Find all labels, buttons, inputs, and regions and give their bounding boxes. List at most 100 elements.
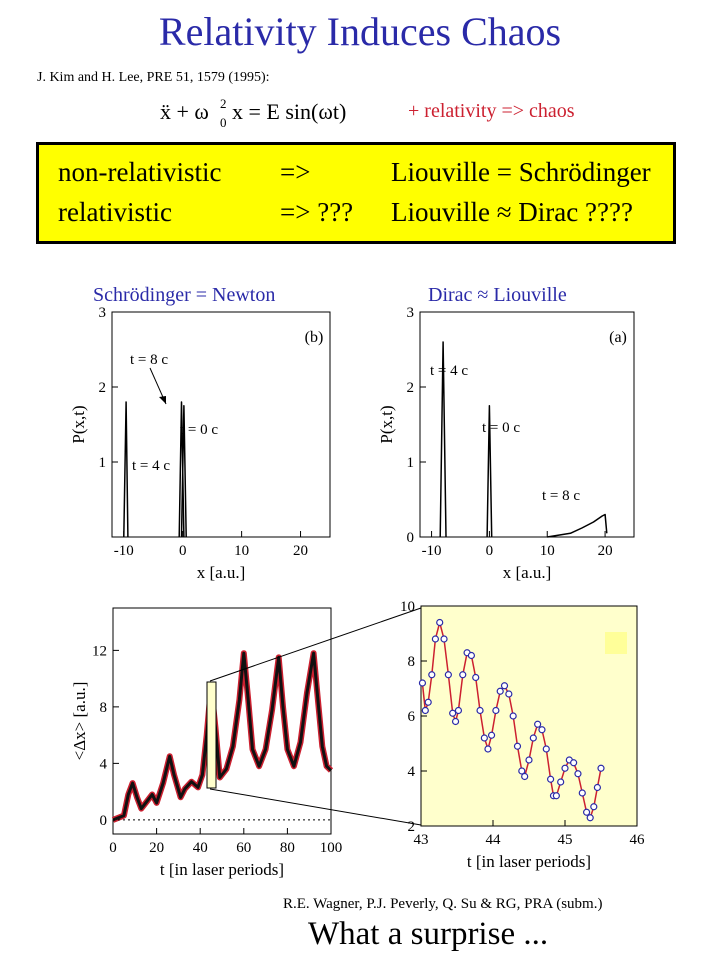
data-point — [444, 671, 452, 679]
x-tick-label: 46 — [630, 832, 646, 848]
data-point — [449, 709, 457, 717]
row-statement: Liouville = Schrödinger — [391, 157, 651, 187]
x-axis-label: t [in laser periods] — [160, 860, 284, 879]
curve-annotation: t = 0 c — [482, 420, 520, 436]
plot-frame — [112, 607, 332, 835]
zoom-connector — [209, 788, 422, 826]
data-point — [521, 772, 529, 781]
equation: ẍ + ω 2 0 x = E sin(ωt) — [160, 96, 346, 130]
series-line — [178, 401, 185, 538]
panel-label-left: Schrödinger = Newton — [93, 284, 276, 306]
row-label: non-relativistic — [58, 157, 222, 187]
x-tick-label: 20 — [598, 543, 613, 559]
data-point — [480, 734, 488, 742]
y-tick-label: 4 — [408, 764, 416, 780]
y-tick-label: 0 — [100, 813, 108, 829]
comparison-row-nonrel: non-relativistic => Liouville = Schrödin… — [58, 157, 651, 188]
row-statement: Liouville ≈ Dirac ???? — [391, 197, 633, 227]
data-point — [593, 783, 602, 792]
svg-text:ẍ + ω: ẍ + ω — [160, 99, 209, 124]
panel-label-right: Dirac ≈ Liouville — [428, 284, 567, 306]
data-point — [561, 764, 569, 772]
data-point — [590, 803, 598, 811]
y-axis-label: P(x,t) — [69, 405, 88, 443]
x-tick-label: 0 — [486, 543, 494, 559]
annotation-arrowhead — [159, 396, 166, 404]
data-point — [428, 671, 436, 679]
x-tick-label: -10 — [114, 543, 134, 559]
citation: J. Kim and H. Lee, PRE 51, 1579 (1995): — [37, 70, 270, 85]
row-arrow: => — [280, 157, 311, 187]
data-point — [525, 756, 533, 764]
data-point — [418, 679, 427, 687]
data-point — [534, 720, 542, 728]
x-tick-label: 80 — [280, 840, 295, 856]
data-point — [509, 712, 517, 720]
comparison-box: non-relativistic => Liouville = Schrödin… — [36, 142, 676, 244]
row-arrow: => ??? — [280, 197, 354, 227]
data-point — [500, 682, 509, 690]
svg-text:x = E sin(ωt): x = E sin(ωt) — [232, 99, 346, 124]
x-tick-label: 0 — [109, 840, 117, 856]
svg-text:0: 0 — [220, 115, 227, 130]
data-point — [421, 706, 429, 715]
x-tick-label: 45 — [558, 832, 573, 848]
series-line — [439, 341, 447, 538]
x-tick-label: -10 — [422, 543, 442, 559]
data-point — [542, 745, 550, 753]
curve-annotation: t = 8 c — [542, 488, 580, 504]
svg-text:2: 2 — [220, 96, 227, 111]
x-tick-label: 44 — [486, 832, 502, 848]
y-tick-label: 0 — [407, 530, 415, 546]
series-line — [547, 513, 608, 538]
y-tick-label: 4 — [100, 756, 108, 772]
x-tick-label: 10 — [234, 543, 249, 559]
x-axis-label: x [a.u.] — [197, 563, 246, 582]
comparison-row-rel: relativistic => ??? Liouville ≈ Dirac ??… — [58, 197, 633, 228]
x-axis-label: x [a.u.] — [503, 563, 552, 582]
data-point — [574, 770, 582, 778]
y-tick-label: 1 — [99, 455, 107, 471]
y-tick-label: 8 — [100, 700, 108, 716]
series-line — [123, 401, 129, 538]
plot-frame — [419, 311, 635, 538]
y-tick-label: 6 — [408, 709, 416, 725]
series-line — [180, 405, 187, 538]
data-point — [578, 789, 586, 797]
data-point — [582, 808, 591, 816]
data-point — [538, 726, 546, 734]
curve-annotation: t = 0 c — [180, 422, 218, 438]
data-point — [431, 635, 439, 643]
data-point — [436, 618, 444, 627]
y-tick-label: 2 — [407, 380, 415, 396]
plot-frame — [111, 311, 331, 538]
curve-annotation: t = 4 c — [132, 458, 170, 474]
data-point — [492, 706, 500, 715]
data-point — [454, 706, 463, 715]
slide-title: Relativity Induces Chaos — [158, 9, 562, 54]
y-tick-label: 1 — [407, 455, 415, 471]
data-point — [570, 759, 578, 767]
y-tick-label: 3 — [99, 305, 107, 321]
data-point — [518, 767, 526, 775]
panel-tag: (a) — [609, 329, 627, 346]
data-point — [552, 792, 560, 800]
relativity-note: + relativity => chaos — [408, 100, 575, 122]
data-point — [487, 731, 496, 739]
y-tick-label: 12 — [92, 643, 107, 659]
x-tick-label: 0 — [179, 543, 187, 559]
x-tick-label: 100 — [320, 840, 343, 856]
x-tick-label: 20 — [149, 840, 164, 856]
panel-tag: (b) — [305, 329, 324, 346]
x-axis-label: t [in laser periods] — [467, 852, 591, 871]
data-point — [546, 775, 555, 783]
series-line — [486, 405, 493, 538]
x-tick-label: 43 — [414, 832, 429, 848]
curve-annotation: t = 4 c — [430, 363, 468, 379]
series-line — [112, 651, 333, 822]
y-axis-label: P(x,t) — [377, 405, 396, 443]
x-tick-label: 10 — [540, 543, 555, 559]
y-tick-label: 2 — [99, 380, 107, 396]
data-point — [424, 698, 432, 706]
